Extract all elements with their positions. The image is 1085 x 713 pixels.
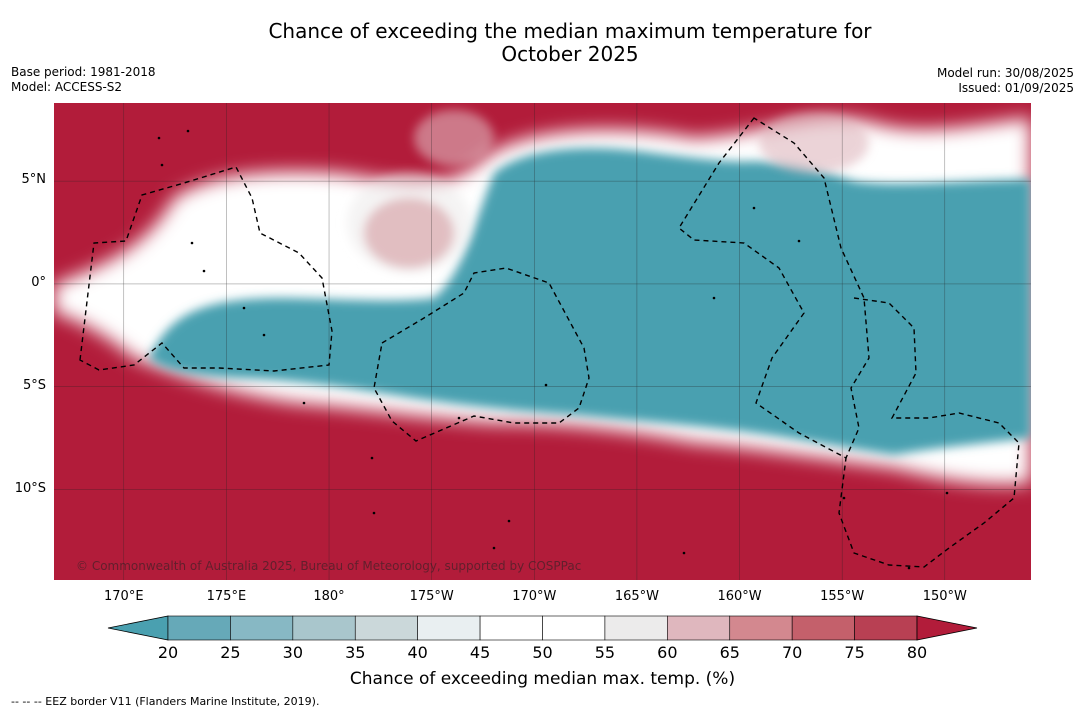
island-marker: [242, 306, 246, 310]
colorbar-tick-label: 75: [844, 643, 865, 662]
map-panel[interactable]: [54, 103, 1031, 580]
colorbar-label: Chance of exceeding median max. temp. (%…: [349, 669, 736, 689]
longitude-label: 170°E: [104, 589, 144, 604]
colorbar-tick-label: 55: [594, 643, 616, 662]
island-marker: [457, 416, 461, 420]
longitude-label: 180°: [313, 589, 345, 604]
copyright-notice: © Commonwealth of Australia 2025, Bureau…: [76, 559, 582, 573]
colorbar-tick-label: 25: [220, 643, 241, 662]
longitude-label: 155°W: [820, 589, 865, 604]
island-marker: [160, 163, 164, 167]
colorbar-tick-label: 60: [657, 643, 678, 662]
colorbar-segment: [542, 615, 606, 641]
island-marker: [712, 296, 716, 300]
colorbar-tick-label: 80: [906, 643, 928, 662]
longitude-label: 170°W: [512, 589, 557, 604]
eez-borders: [79, 117, 1020, 568]
island-marker: [190, 241, 194, 245]
island-marker: [842, 496, 846, 500]
colorbar-segment: [417, 615, 481, 641]
issued-date: Issued: 01/09/2025: [958, 81, 1074, 95]
latitude-label: 5°N: [21, 172, 47, 188]
title-line-2: October 2025: [501, 42, 639, 66]
warm-patch: [347, 173, 471, 273]
colorbar-segment: [604, 615, 668, 641]
longitude-label: 175°E: [206, 589, 247, 604]
latitude-label: 0°: [31, 274, 46, 290]
colorbar-tick-label: 35: [345, 643, 366, 662]
colorbar-segment: [479, 615, 543, 641]
island-marker: [752, 206, 756, 210]
model-run: Model run: 30/08/2025: [936, 66, 1074, 80]
colorbar-tick-label: 65: [719, 643, 740, 662]
model-name: Model: ACCESS-S2: [11, 80, 123, 94]
eez-footnote: -- -- -- EEZ border V11 (Flanders Marine…: [11, 695, 320, 708]
forecast-map[interactable]: [54, 103, 1031, 580]
island-marker: [797, 239, 801, 243]
cool-zone: [149, 148, 1031, 455]
colorbar-tick-label: 70: [781, 643, 803, 662]
longitude-label: 175°W: [409, 589, 454, 604]
run-info: Model run: 30/08/2025 Issued: 01/09/2025: [937, 66, 1074, 96]
colorbar-segment: [854, 615, 918, 641]
island-marker: [370, 456, 374, 460]
island-marker: [945, 491, 949, 495]
island-marker: [372, 511, 376, 515]
islands: [157, 129, 949, 570]
island-marker: [492, 546, 496, 550]
colorbar-segment: [292, 615, 356, 641]
colorbar: [107, 615, 978, 641]
warm-edge: [414, 110, 869, 173]
longitude-label: 165°W: [614, 589, 659, 604]
island-marker: [157, 136, 161, 140]
map-title: Chance of exceeding the median maximum t…: [0, 20, 1085, 66]
colorbar-segment: [230, 615, 294, 641]
island-marker: [682, 551, 686, 555]
colorbar-segment: [667, 615, 731, 641]
longitude-label: 150°W: [922, 589, 967, 604]
map-graticule: [54, 103, 1031, 580]
colorbar-segment: [729, 615, 793, 641]
title-line-1: Chance of exceeding the median maximum t…: [268, 19, 872, 43]
island-marker: [262, 333, 266, 337]
colorbar-tick-label: 45: [469, 643, 491, 662]
base-info: Base period: 1981-2018 Model: ACCESS-S2: [11, 65, 156, 95]
longitude-label: 160°W: [717, 589, 762, 604]
colorbar-tick-label: 30: [282, 643, 303, 662]
colorbar-over-arrow: [916, 615, 978, 641]
colorbar-tick-label: 40: [407, 643, 428, 662]
colorbar-segment: [354, 615, 418, 641]
island-marker: [202, 269, 206, 273]
base-period: Base period: 1981-2018: [11, 65, 156, 79]
island-marker: [544, 383, 548, 387]
colorbar-segment: [791, 615, 855, 641]
colorbar-tick-label: 20: [157, 643, 179, 662]
colorbar-segment: [167, 615, 231, 641]
colorbar-under-arrow: [107, 615, 169, 641]
island-marker: [907, 566, 911, 570]
island-marker: [507, 519, 511, 523]
island-marker: [302, 401, 306, 405]
island-marker: [186, 129, 190, 133]
colorbar-tick-label: 50: [532, 643, 553, 662]
latitude-label: 5°S: [22, 377, 46, 393]
latitude-label: 10°S: [14, 480, 46, 496]
